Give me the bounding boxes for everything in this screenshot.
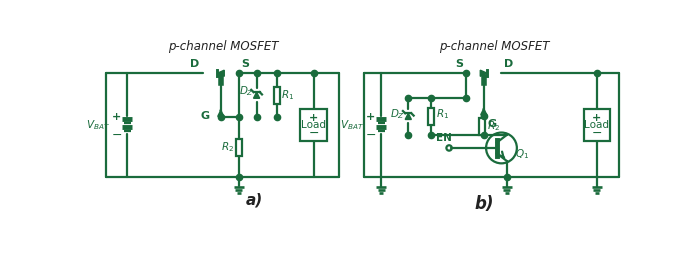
Text: $Q_1$: $Q_1$ — [515, 147, 530, 161]
Text: $R_2$: $R_2$ — [487, 120, 500, 133]
Text: $D_Z$: $D_Z$ — [239, 84, 254, 98]
Bar — [236, 139, 242, 156]
Text: b): b) — [474, 195, 493, 213]
Text: p-channel MOSFET: p-channel MOSFET — [438, 40, 549, 53]
Bar — [479, 118, 485, 135]
Text: +: + — [309, 113, 318, 123]
Text: $V_{BAT}$: $V_{BAT}$ — [340, 118, 365, 132]
Text: G: G — [201, 111, 210, 121]
Text: G: G — [488, 119, 497, 129]
Bar — [428, 108, 434, 125]
Polygon shape — [480, 70, 487, 76]
Text: $R_1$: $R_1$ — [436, 107, 449, 121]
Text: −: − — [111, 129, 122, 142]
Polygon shape — [217, 70, 224, 76]
Text: +: + — [592, 113, 601, 123]
Text: $V_{BAT}$: $V_{BAT}$ — [86, 118, 110, 132]
Text: S: S — [242, 59, 249, 69]
Text: −: − — [308, 126, 319, 139]
Text: $R_1$: $R_1$ — [281, 88, 294, 102]
Text: D: D — [189, 59, 199, 69]
Text: S: S — [456, 59, 464, 69]
Text: −: − — [365, 129, 376, 142]
Text: D: D — [504, 59, 513, 69]
Text: $D_Z$: $D_Z$ — [390, 107, 405, 121]
Bar — [274, 87, 280, 104]
Text: Load: Load — [301, 120, 326, 130]
Bar — [301, 109, 326, 142]
Text: Load: Load — [585, 120, 610, 130]
Text: EN: EN — [436, 133, 452, 143]
Text: +: + — [112, 112, 121, 122]
Text: +: + — [366, 112, 375, 122]
Polygon shape — [253, 92, 260, 98]
Text: a): a) — [246, 193, 263, 208]
Text: −: − — [592, 126, 602, 139]
Bar — [584, 109, 610, 142]
Text: $R_2$: $R_2$ — [221, 140, 235, 154]
Polygon shape — [405, 113, 411, 119]
Text: p-channel MOSFET: p-channel MOSFET — [168, 40, 278, 53]
